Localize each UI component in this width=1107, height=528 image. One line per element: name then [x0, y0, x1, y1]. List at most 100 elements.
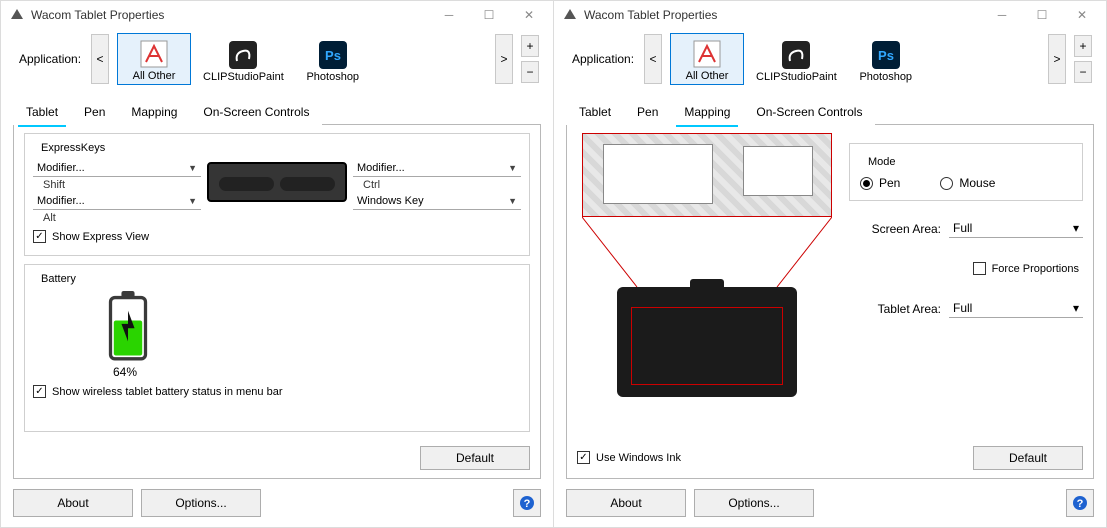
about-button[interactable]: About: [13, 489, 133, 517]
select-value: Full: [953, 221, 972, 235]
tab-onscreen-controls[interactable]: On-Screen Controls: [190, 98, 322, 125]
screen-area-preview[interactable]: [582, 133, 832, 217]
mode-mouse-radio[interactable]: Mouse: [940, 176, 995, 190]
screen-area-row: Screen Area: Full ▾: [849, 219, 1083, 238]
app-next-button[interactable]: >: [495, 34, 513, 84]
expresskey-right1-value: Ctrl: [353, 179, 521, 191]
expresskey-right2-dropdown[interactable]: Windows Key▼: [353, 193, 521, 210]
radio-label: Mouse: [959, 176, 995, 190]
help-button[interactable]: ?: [1066, 489, 1094, 517]
options-button[interactable]: Options...: [694, 489, 814, 517]
remove-app-button[interactable]: −: [1074, 61, 1092, 83]
tab-tablet[interactable]: Tablet: [566, 98, 624, 125]
expresskey-left1-dropdown[interactable]: Modifier... ▼: [33, 160, 201, 177]
bottom-bar: About Options... ?: [1, 479, 553, 527]
tab-onscreen-controls[interactable]: On-Screen Controls: [743, 98, 875, 125]
tab-tablet[interactable]: Tablet: [13, 98, 71, 125]
chevron-down-icon: ▼: [188, 196, 197, 206]
application-label: Application:: [19, 52, 81, 66]
options-button[interactable]: Options...: [141, 489, 261, 517]
app-clipstudio-icon: [229, 41, 257, 69]
chevron-down-icon: ▼: [508, 196, 517, 206]
about-button[interactable]: About: [566, 489, 686, 517]
app-item-label: CLIPStudioPaint: [203, 71, 284, 83]
battery-icon: [103, 291, 153, 361]
expresskeys-title: ExpressKeys: [37, 142, 109, 154]
maximize-button[interactable]: ☐: [1022, 2, 1062, 28]
force-proportions-checkbox[interactable]: [973, 262, 986, 275]
default-button[interactable]: Default: [420, 446, 530, 470]
expresskey-left1-value: Shift: [33, 179, 201, 191]
battery-title: Battery: [37, 273, 80, 285]
app-item-all-other[interactable]: All Other: [117, 33, 191, 85]
app-item-clipstudio[interactable]: CLIPStudioPaint: [750, 33, 843, 85]
mapping-link-lines: [582, 217, 832, 287]
tablet-area-row: Tablet Area: Full ▾: [849, 299, 1083, 318]
minimize-button[interactable]: ─: [429, 2, 469, 28]
dropdown-label: Modifier...: [37, 195, 85, 207]
app-icon: [9, 7, 25, 23]
add-app-button[interactable]: +: [521, 35, 539, 57]
app-item-photoshop[interactable]: Ps Photoshop: [849, 33, 923, 85]
app-next-button[interactable]: >: [1048, 34, 1066, 84]
chevron-down-icon: ▾: [1073, 221, 1079, 235]
battery-percent: 64%: [113, 365, 137, 379]
mode-pen-radio[interactable]: Pen: [860, 176, 900, 190]
battery-group: Battery 64% ✓ Show wireless tablet batte…: [24, 264, 530, 432]
expresskey-left2-dropdown[interactable]: Modifier... ▼: [33, 193, 201, 210]
chevron-down-icon: ▾: [1073, 301, 1079, 315]
show-battery-status-row[interactable]: ✓ Show wireless tablet battery status in…: [33, 385, 521, 398]
app-item-clipstudio[interactable]: CLIPStudioPaint: [197, 33, 290, 85]
expresskey-right1-dropdown[interactable]: Modifier...▼: [353, 160, 521, 177]
tablet-area-select[interactable]: Full ▾: [949, 299, 1083, 318]
chevron-down-icon: ▼: [188, 163, 197, 173]
use-windows-ink-row[interactable]: ✓ Use Windows Ink: [577, 451, 681, 464]
window-title: Wacom Tablet Properties: [584, 8, 982, 22]
expresskey-left2-value: Alt: [33, 212, 201, 224]
svg-text:Ps: Ps: [878, 48, 894, 63]
screen-area-select[interactable]: Full ▾: [949, 219, 1083, 238]
svg-text:?: ?: [524, 498, 531, 510]
force-proportions-row[interactable]: Force Proportions: [849, 262, 1083, 275]
app-prev-button[interactable]: <: [644, 34, 662, 84]
expresskeys-group: ExpressKeys Modifier... ▼ Shift Modifier.…: [24, 133, 530, 256]
titlebar: Wacom Tablet Properties ─ ☐ ✕: [554, 1, 1106, 29]
tab-mapping[interactable]: Mapping: [671, 98, 743, 125]
default-button[interactable]: Default: [973, 446, 1083, 470]
remove-app-button[interactable]: −: [521, 61, 539, 83]
app-item-label: Photoshop: [859, 71, 912, 83]
add-app-button[interactable]: +: [1074, 35, 1092, 57]
app-item-photoshop[interactable]: Ps Photoshop: [296, 33, 370, 85]
tabstrip: Tablet Pen Mapping On-Screen Controls: [566, 97, 1094, 125]
tablet-strip-graphic: [207, 160, 347, 202]
help-button[interactable]: ?: [513, 489, 541, 517]
app-item-label: CLIPStudioPaint: [756, 71, 837, 83]
close-button[interactable]: ✕: [1062, 2, 1102, 28]
window-title: Wacom Tablet Properties: [31, 8, 429, 22]
help-icon: ?: [1072, 495, 1088, 511]
use-windows-ink-checkbox[interactable]: ✓: [577, 451, 590, 464]
app-photoshop-icon: Ps: [319, 41, 347, 69]
app-prev-button[interactable]: <: [91, 34, 109, 84]
screen-area-label: Screen Area:: [849, 222, 941, 236]
bottom-bar: About Options... ?: [554, 479, 1106, 527]
tablet-area-preview[interactable]: [617, 287, 797, 397]
tab-pen[interactable]: Pen: [624, 98, 671, 125]
application-list: All Other CLIPStudioPaint Ps Photoshop: [117, 33, 487, 85]
show-express-view-row[interactable]: ✓ Show Express View: [33, 230, 521, 243]
help-icon: ?: [519, 495, 535, 511]
tab-pen[interactable]: Pen: [71, 98, 118, 125]
show-battery-status-checkbox[interactable]: ✓: [33, 385, 46, 398]
dropdown-label: Modifier...: [357, 162, 405, 174]
app-photoshop-icon: Ps: [872, 41, 900, 69]
tab-mapping[interactable]: Mapping: [118, 98, 190, 125]
mapping-preview: [577, 133, 837, 445]
app-item-label: All Other: [686, 70, 729, 82]
minimize-button[interactable]: ─: [982, 2, 1022, 28]
dropdown-label: Modifier...: [37, 162, 85, 174]
maximize-button[interactable]: ☐: [469, 2, 509, 28]
close-button[interactable]: ✕: [509, 2, 549, 28]
show-express-view-checkbox[interactable]: ✓: [33, 230, 46, 243]
use-windows-ink-label: Use Windows Ink: [596, 452, 681, 464]
app-item-all-other[interactable]: All Other: [670, 33, 744, 85]
